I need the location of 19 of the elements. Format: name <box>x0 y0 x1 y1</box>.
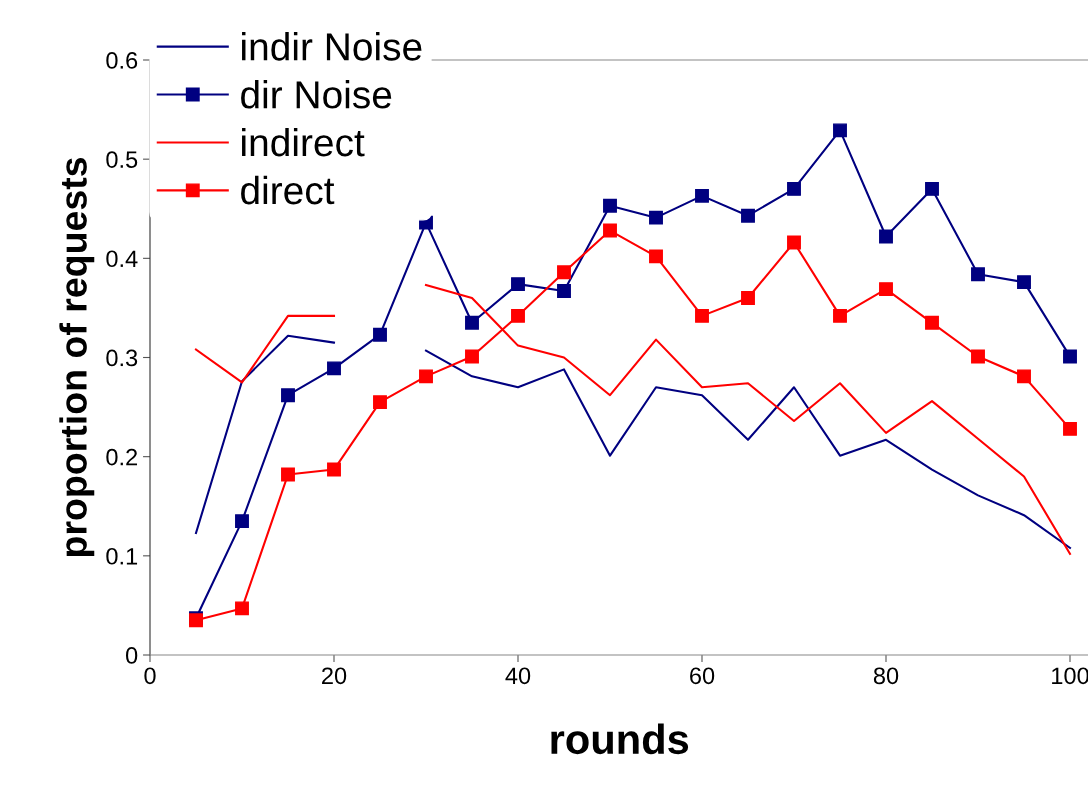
x-tick-label: 20 <box>322 667 347 685</box>
y-tick-label: 0.2 <box>106 448 138 466</box>
y-tick-label: 0.6 <box>106 52 138 69</box>
legend-label: indirect <box>242 127 365 157</box>
legend-label: indir Noise <box>242 32 422 61</box>
x-tick-label: 80 <box>873 667 899 685</box>
y-tick-label: 0.3 <box>106 349 138 367</box>
y-tick-label: 0 <box>125 647 138 664</box>
y-tick-label: 0.4 <box>106 250 138 268</box>
y-tick-label: 0.5 <box>106 151 138 168</box>
legend-label: dir Noise <box>241 80 392 109</box>
x-tick-label: 0 <box>144 667 156 685</box>
y-tick-label: 0.1 <box>106 547 138 565</box>
y-axis-title: proportion of requests <box>59 157 95 557</box>
x-tick-label: 60 <box>690 667 715 685</box>
legend-label: direct <box>241 175 335 205</box>
x-axis-title: rounds <box>551 723 689 755</box>
x-tick-label: 40 <box>505 667 531 685</box>
x-tick-label: 100 <box>1052 667 1088 685</box>
